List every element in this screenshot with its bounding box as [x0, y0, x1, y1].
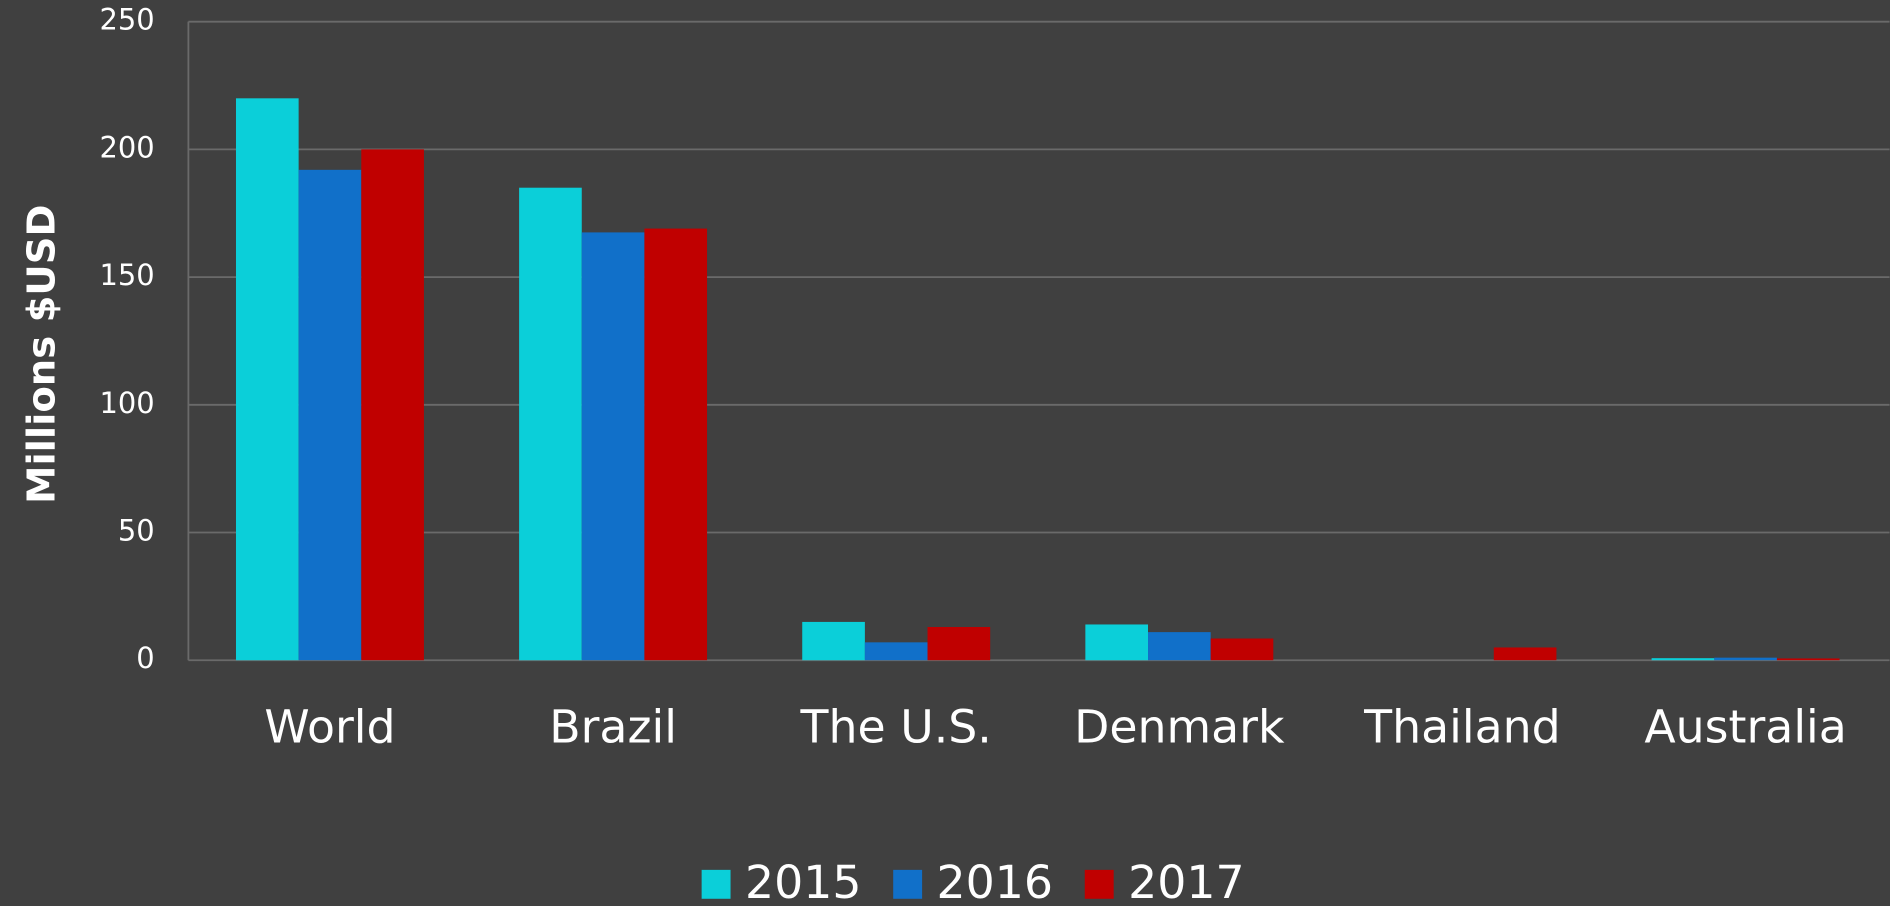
bar	[235, 98, 299, 661]
y-tick-label: 200	[99, 130, 154, 164]
bar	[1714, 657, 1777, 661]
x-tick-label: World	[264, 701, 395, 754]
bar	[1085, 624, 1149, 661]
bar	[1210, 638, 1274, 661]
legend-label: 2016	[937, 856, 1053, 906]
x-tick-label: Australia	[1644, 701, 1846, 754]
legend-label: 2015	[745, 856, 861, 906]
y-tick-label: 50	[118, 514, 155, 548]
bar	[864, 642, 928, 661]
y-tick-label: 150	[99, 258, 154, 292]
legend-swatch	[1084, 869, 1114, 899]
bar	[1493, 647, 1557, 661]
bar	[1148, 632, 1211, 661]
legend-swatch	[701, 869, 731, 899]
x-tick-label: Denmark	[1074, 701, 1285, 754]
bar	[802, 621, 865, 661]
bar	[519, 187, 582, 661]
bar	[1651, 658, 1715, 661]
y-tick-label: 250	[99, 3, 154, 37]
bar	[644, 228, 708, 661]
bar	[927, 627, 991, 661]
legend-swatch	[893, 869, 923, 899]
bar	[581, 232, 645, 661]
bar	[361, 149, 424, 661]
x-tick-label: The U.S.	[800, 701, 992, 754]
x-tick-label: Thailand	[1363, 701, 1561, 754]
x-tick-label: Brazil	[549, 701, 677, 754]
bar	[298, 169, 362, 661]
y-tick-label: 100	[99, 386, 154, 420]
legend-label: 2017	[1128, 856, 1244, 906]
y-tick-label: 0	[136, 641, 154, 675]
y-axis-label: Millions $USD	[19, 205, 64, 504]
bar	[1776, 658, 1840, 661]
